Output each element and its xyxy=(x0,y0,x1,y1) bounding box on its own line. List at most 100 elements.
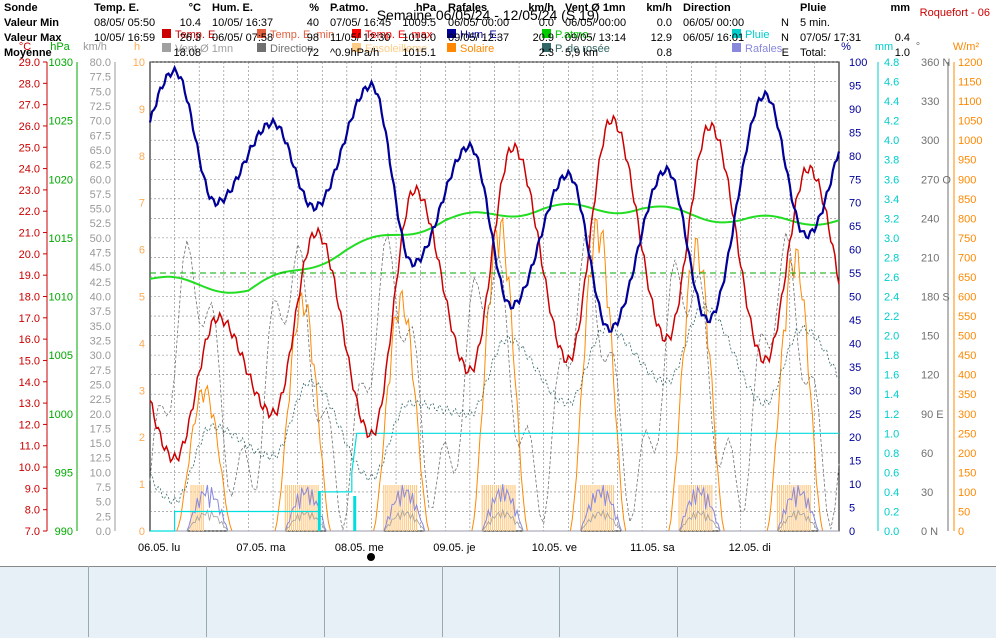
stats-value: 12.9 xyxy=(650,32,672,44)
temp-axis-tick: 13.0 xyxy=(19,398,40,410)
sun-axis-tick: 6 xyxy=(139,245,145,257)
rain-axis-tick: 0.8 xyxy=(884,448,899,460)
stats-separator xyxy=(677,566,678,637)
pressure-axis-tick: 1015 xyxy=(49,233,73,245)
temp-axis-tick: 14.0 xyxy=(19,377,40,389)
stats-unit: mm xyxy=(890,2,910,14)
temp-axis-tick: 10.0 xyxy=(19,462,40,474)
stats-header: Hum. E.% xyxy=(212,2,319,14)
rain-axis-unit: mm xyxy=(875,41,893,53)
dewpoint-series xyxy=(149,302,840,506)
solar-axis-tick: 600 xyxy=(958,292,976,304)
stats-separator xyxy=(324,566,325,637)
x-tick-label: 09.05. je xyxy=(433,542,475,554)
stats-column-temp: Temp. E. °C 08/05/ 05:50 10.4 10/05/ 16:59 26… xyxy=(90,0,205,71)
wind-axis-tick: 55.0 xyxy=(90,204,111,216)
wind-axis-tick: 12.5 xyxy=(90,453,111,465)
temp-axis-tick: 16.0 xyxy=(19,334,40,346)
solar-axis-tick: 850 xyxy=(958,194,976,206)
pressure-axis-unit: hPa xyxy=(50,41,70,53)
sun-axis-tick: 1 xyxy=(139,479,145,491)
stats-unit: °C xyxy=(188,2,201,14)
pressure-axis-tick: 1025 xyxy=(49,116,73,128)
stats-header: P.atmo. hPa xyxy=(330,2,436,14)
stats-value: N xyxy=(781,17,789,29)
stats-cell: 09/05/ 13:14 12.9 xyxy=(565,32,672,44)
wind-axis-tick: 45.0 xyxy=(90,262,111,274)
stats-unit: km/h xyxy=(646,2,672,14)
stats-value: 72 xyxy=(306,47,319,59)
direction-axis-tick: 120 xyxy=(921,370,939,382)
humidity-axis-tick: 65 xyxy=(849,221,861,233)
wind-axis-tick: 65.0 xyxy=(90,145,111,157)
stats-column-hum: Hum. E.% 10/05/ 16:37 40 06/05/ 07:58 98 72 xyxy=(208,0,323,71)
stats-cell: 07/05/ 16:45 1009.5 xyxy=(330,17,436,29)
legend-swatch xyxy=(732,29,741,38)
rain-axis-tick: 3.2 xyxy=(884,213,899,225)
temp-axis-tick: 17.0 xyxy=(19,313,40,325)
stats-value: 1.0 xyxy=(894,47,910,59)
stats-header: Vent Ø 1mn km/h xyxy=(565,2,672,14)
legend-label: Solaire xyxy=(460,43,494,55)
stats-cell: 10/05/ 16:59 26.3 xyxy=(94,32,201,44)
wind-axis-tick: 20.0 xyxy=(90,409,111,421)
direction-axis-tick: 0 N xyxy=(921,526,938,538)
temp-axis-tick: 29.0 xyxy=(19,57,40,69)
stats-cell: 2.3 xyxy=(444,46,558,61)
temp-axis-tick: 23.0 xyxy=(19,185,40,197)
rain-axis-tick: 2.2 xyxy=(884,311,899,323)
solar-axis-tick: 400 xyxy=(958,370,976,382)
stats-separator xyxy=(559,566,560,637)
rain-axis-tick: 0.2 xyxy=(884,506,899,518)
legend-swatch xyxy=(732,43,741,52)
legend-swatch xyxy=(352,43,361,52)
rain-axis-tick: 0.0 xyxy=(884,526,899,538)
temp-axis-tick: 9.0 xyxy=(25,483,40,495)
humidity-axis-tick: 50 xyxy=(849,292,861,304)
wind-series xyxy=(150,508,839,532)
rain-axis-tick: 3.8 xyxy=(884,155,899,167)
solar-axis-tick: 650 xyxy=(958,272,976,284)
chart-plot-area xyxy=(148,64,841,532)
humidity-axis-tick: 75 xyxy=(849,174,861,186)
direction-axis-tick: 240 xyxy=(921,213,939,225)
humidity-axis-tick: 5 xyxy=(849,503,855,515)
temp-axis-tick: 11.0 xyxy=(19,441,40,453)
solar-axis-tick: 700 xyxy=(958,252,976,264)
stats-cell: 09/05/ 12:37 20.9 xyxy=(448,32,554,44)
humidity-axis-tick: 35 xyxy=(849,362,861,374)
pressure-axis-tick: 995 xyxy=(55,467,73,479)
rain-axis-tick: 0.4 xyxy=(884,487,899,499)
wind-axis-tick: 35.0 xyxy=(90,321,111,333)
wind-axis-tick: 62.5 xyxy=(90,160,111,172)
x-tick-label: 07.05. ma xyxy=(236,542,286,554)
humidity-axis-tick: 85 xyxy=(849,127,861,139)
temp-axis-tick: 28.0 xyxy=(19,78,40,90)
pressure-axis-tick: 1000 xyxy=(49,409,73,421)
humidity-axis-tick: 45 xyxy=(849,315,861,327)
wind-axis-tick: 5.0 xyxy=(96,497,111,509)
stats-value: 0.4 xyxy=(894,32,910,44)
stats-cell: E xyxy=(679,46,793,61)
direction-axis-tick: 270 O xyxy=(921,174,951,186)
rain-axis-tick: 4.8 xyxy=(884,57,899,69)
wind-axis-tick: 37.5 xyxy=(90,306,111,318)
stats-cell: 10/05/ 16:37 40 xyxy=(212,17,319,29)
wind-axis-tick: 75.0 xyxy=(90,86,111,98)
stats-row-label: Moyenne xyxy=(4,47,52,59)
wind-axis-tick: 72.5 xyxy=(90,101,111,113)
stats-separator xyxy=(442,566,443,637)
solar-axis-tick: 100 xyxy=(958,487,976,499)
humidity-axis-tick: 55 xyxy=(849,268,861,280)
solar-axis-tick: 500 xyxy=(958,331,976,343)
temp-axis-tick: 21.0 xyxy=(19,228,40,240)
temp-axis-tick: 8.0 xyxy=(25,505,40,517)
stats-row-label: Valeur Max xyxy=(4,32,62,44)
direction-axis-tick: 90 E xyxy=(921,409,944,421)
legend-label: Rafales xyxy=(745,43,783,55)
solar-axis-tick: 900 xyxy=(958,174,976,186)
stats-column-pluie: Pluie mm 5 min. 07/05/ 17:31 0.4 Total: 1.0 xyxy=(796,0,914,71)
humidity-axis-tick: 100 xyxy=(849,57,867,69)
solar-axis-tick: 750 xyxy=(958,233,976,245)
stats-value: 26.3 xyxy=(179,32,201,44)
